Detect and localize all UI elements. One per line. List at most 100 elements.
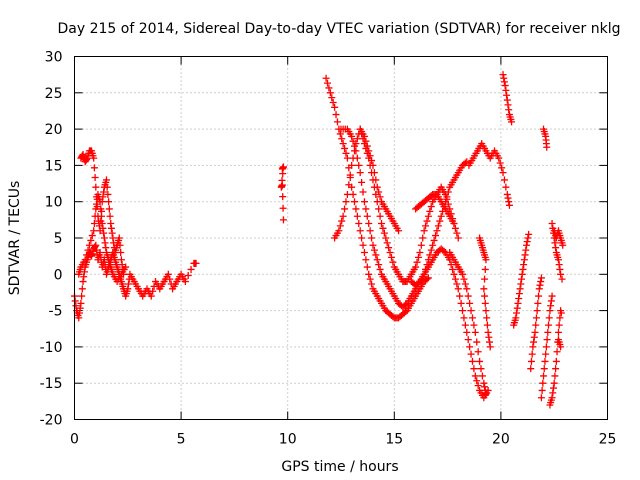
data-point <box>517 280 525 288</box>
data-point <box>349 137 357 145</box>
data-point <box>370 246 378 254</box>
series-arc-n <box>537 292 556 402</box>
series-arc-l <box>527 274 545 373</box>
data-point <box>75 314 83 322</box>
data-point <box>508 118 516 126</box>
data-point <box>93 200 101 208</box>
data-point <box>93 246 101 254</box>
data-point <box>535 285 543 293</box>
data-point <box>500 78 508 86</box>
data-point <box>342 198 350 206</box>
data-point <box>181 278 189 286</box>
data-point <box>373 198 381 206</box>
data-point <box>358 178 366 186</box>
data-point <box>485 333 493 341</box>
data-point <box>441 190 449 198</box>
data-point <box>483 314 491 322</box>
data-point <box>412 263 420 271</box>
data-point <box>338 217 346 225</box>
data-point <box>532 321 540 329</box>
data-point <box>543 143 551 151</box>
data-point <box>451 275 459 283</box>
data-point <box>451 224 459 232</box>
data-point <box>518 275 526 283</box>
series-arc-f <box>446 249 490 398</box>
data-point <box>466 343 474 351</box>
data-point <box>463 158 471 166</box>
data-point <box>96 198 104 206</box>
data-point <box>551 372 559 380</box>
data-point <box>96 249 104 257</box>
data-point <box>348 161 356 169</box>
data-point <box>368 280 376 288</box>
data-point <box>482 390 490 398</box>
data-point <box>482 256 490 264</box>
data-point <box>166 275 174 283</box>
data-point <box>468 357 476 365</box>
data-point <box>362 256 370 264</box>
data-point <box>555 261 563 269</box>
data-point <box>505 201 513 209</box>
data-point <box>88 232 96 240</box>
series-arc-early-mid <box>75 190 130 286</box>
data-point <box>375 261 383 269</box>
x-tick-labels: 0 5 10 15 20 25 <box>70 432 616 448</box>
data-point <box>413 258 421 266</box>
data-point <box>424 274 432 282</box>
data-point <box>480 285 488 293</box>
data-point <box>338 135 346 143</box>
data-point <box>533 307 541 315</box>
data-point <box>382 234 390 242</box>
data-point <box>342 149 350 157</box>
data-point <box>532 314 540 322</box>
data-point <box>522 241 530 249</box>
data-point <box>372 251 380 259</box>
data-point <box>362 205 370 213</box>
data-point <box>366 275 374 283</box>
data-point <box>359 188 367 196</box>
data-point <box>97 253 105 261</box>
data-point <box>402 301 410 309</box>
data-point <box>147 292 155 300</box>
data-point <box>503 190 511 198</box>
data-point <box>366 161 374 169</box>
data-point <box>521 251 529 259</box>
series-arc-o <box>548 219 565 278</box>
data-point <box>478 372 486 380</box>
data-point <box>164 270 172 278</box>
data-point <box>484 328 492 336</box>
data-point <box>416 249 424 257</box>
data-point <box>98 219 106 227</box>
data-point <box>523 238 531 246</box>
data-point <box>380 229 388 237</box>
data-point <box>470 321 478 329</box>
data-point <box>464 336 472 344</box>
data-point <box>499 71 507 79</box>
data-point <box>358 130 366 138</box>
data-point <box>443 195 451 203</box>
data-point <box>106 212 114 220</box>
data-point <box>101 239 109 247</box>
data-point <box>476 357 484 365</box>
data-point <box>105 198 113 206</box>
series-arc-early-low <box>71 241 200 322</box>
data-point <box>360 249 368 257</box>
data-point <box>427 203 435 211</box>
series-arc-k <box>510 230 533 329</box>
data-point <box>99 224 107 232</box>
data-point <box>376 193 384 201</box>
data-point <box>369 176 377 184</box>
y-axis-label: SDTVAR / TECUs <box>7 181 23 296</box>
series-arc-q <box>550 227 567 351</box>
y-tick-label: -15 <box>40 376 63 392</box>
data-point <box>278 181 286 189</box>
data-point <box>481 299 489 307</box>
data-point <box>481 275 489 283</box>
series-arc-early-high <box>77 147 128 278</box>
data-point <box>100 188 108 196</box>
data-point <box>534 299 542 307</box>
data-point <box>481 386 489 394</box>
data-point <box>90 227 98 235</box>
data-point <box>107 219 115 227</box>
data-point <box>279 193 287 201</box>
